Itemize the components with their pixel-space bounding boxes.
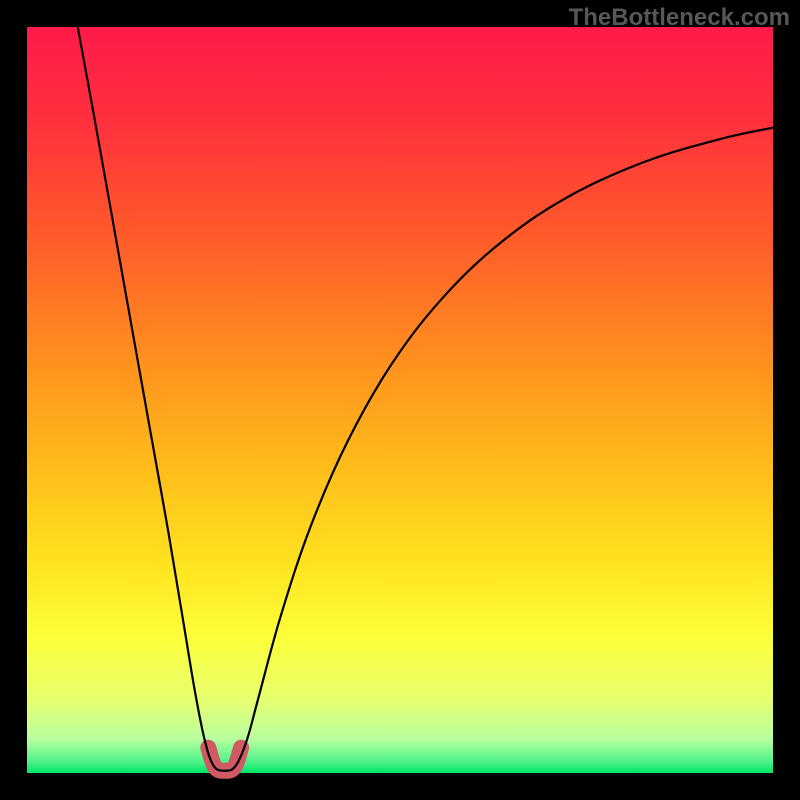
bottleneck-chart — [0, 0, 800, 800]
watermark-text: TheBottleneck.com — [569, 4, 790, 32]
chart-container: TheBottleneck.com — [0, 0, 800, 800]
gradient-plot-area — [27, 27, 773, 773]
